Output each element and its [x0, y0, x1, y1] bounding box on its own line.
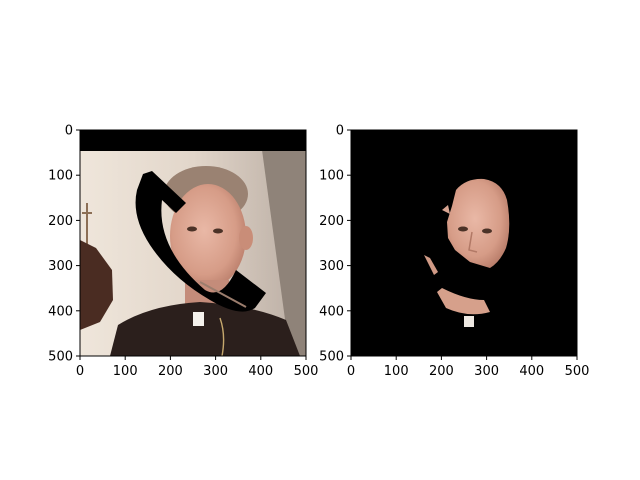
x-tick-label: 500	[565, 364, 590, 379]
x-tick-label: 100	[384, 364, 409, 379]
occluder-phone-shape	[135, 171, 266, 312]
y-tick-label: 400	[48, 304, 73, 319]
x-tick-label: 400	[519, 364, 544, 379]
y-tick-label: 300	[319, 259, 344, 274]
x-tick-label: 100	[113, 364, 138, 379]
y-tick-label: 0	[336, 124, 344, 139]
x-tick-label: 0	[76, 364, 84, 379]
y-tick-label: 400	[319, 304, 344, 319]
x-tick-label: 300	[203, 364, 228, 379]
axes-frame-photo	[79, 129, 307, 357]
x-tick-label: 300	[474, 364, 499, 379]
x-tick-label: 200	[429, 364, 454, 379]
x-tick-label: 200	[158, 364, 183, 379]
y-tick-label: 200	[48, 214, 73, 229]
photo-image	[80, 130, 306, 356]
y-tick-label: 0	[65, 124, 73, 139]
axes-frame-mask	[350, 129, 578, 357]
mask-image	[351, 130, 577, 356]
y-tick-label: 100	[48, 169, 73, 184]
y-tick-label: 300	[48, 259, 73, 274]
y-tick-label: 500	[319, 350, 344, 365]
x-tick-label: 500	[294, 364, 319, 379]
y-tick-label: 100	[319, 169, 344, 184]
y-tick-label: 200	[319, 214, 344, 229]
x-tick-label: 0	[347, 364, 355, 379]
y-tick-label: 500	[48, 350, 73, 365]
x-tick-label: 400	[248, 364, 273, 379]
